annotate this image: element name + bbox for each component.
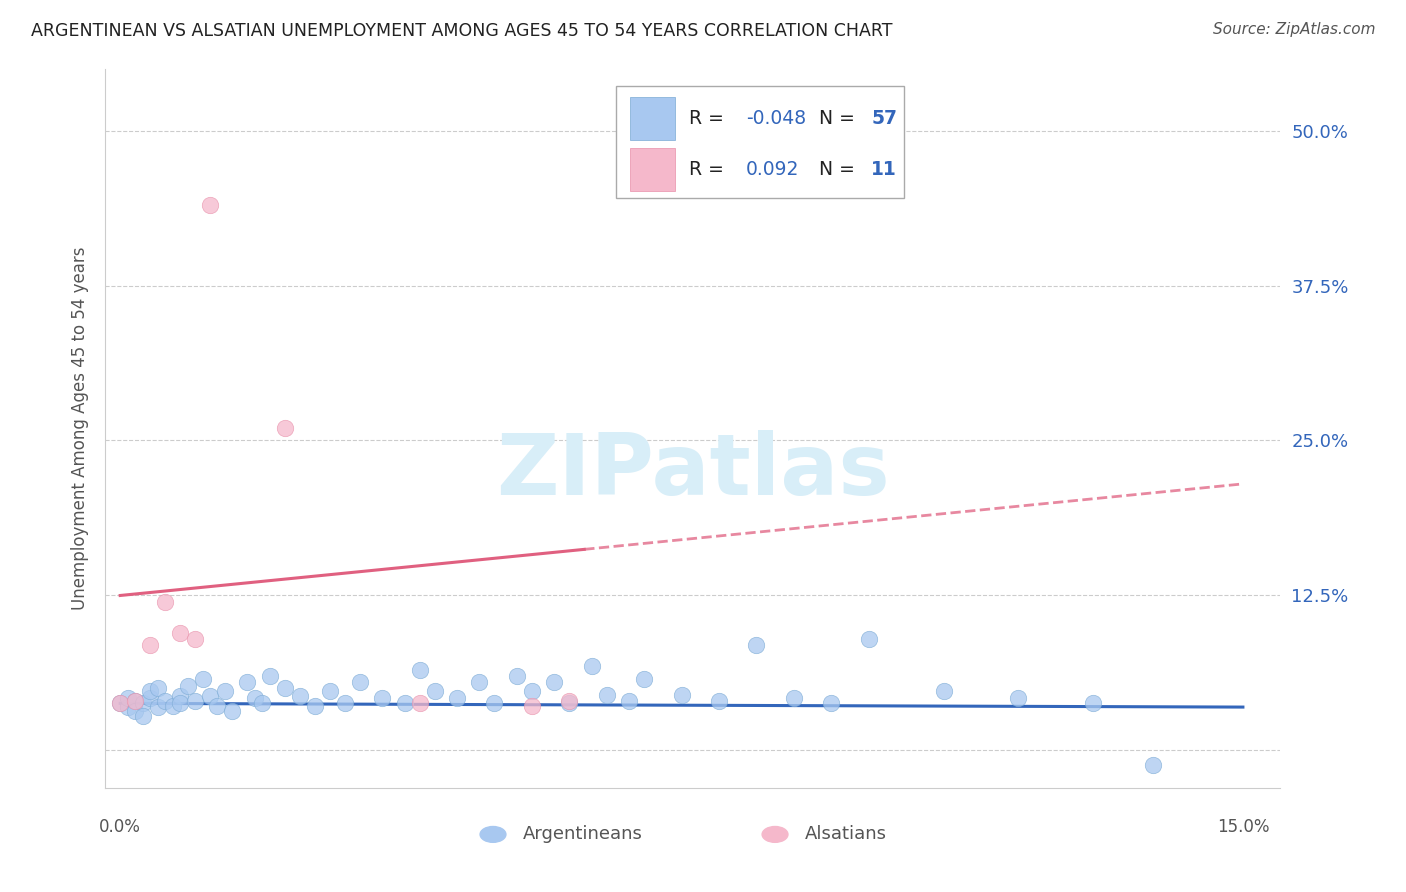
Point [139, 684, 162, 698]
Text: 15.0%: 15.0% [1216, 818, 1270, 836]
Point [153, 595, 176, 609]
Text: 57: 57 [872, 110, 897, 128]
Text: N =: N = [818, 110, 860, 128]
Point [124, 694, 146, 708]
Point [162, 698, 184, 713]
Point [1007, 691, 1029, 706]
Point [468, 675, 491, 690]
Text: 0.0%: 0.0% [100, 818, 141, 836]
Point [124, 704, 146, 718]
Point [139, 691, 162, 706]
Point [423, 684, 446, 698]
Point [543, 675, 565, 690]
Point [520, 698, 543, 713]
Point [446, 691, 468, 706]
Point [408, 663, 430, 677]
Point [108, 697, 131, 711]
Point [617, 694, 640, 708]
Point [124, 694, 146, 708]
Point [191, 672, 214, 686]
Y-axis label: Unemployment Among Ages 45 to 54 years: Unemployment Among Ages 45 to 54 years [72, 246, 89, 610]
Point [131, 697, 153, 711]
Point [596, 688, 619, 702]
Point [274, 421, 297, 435]
Point [207, 698, 229, 713]
Point [139, 638, 162, 652]
Point [304, 698, 326, 713]
Text: ARGENTINEAN VS ALSATIAN UNEMPLOYMENT AMONG AGES 45 TO 54 YEARS CORRELATION CHART: ARGENTINEAN VS ALSATIAN UNEMPLOYMENT AMO… [31, 22, 893, 40]
Text: Source: ZipAtlas.com: Source: ZipAtlas.com [1212, 22, 1375, 37]
Point [1142, 758, 1164, 772]
FancyBboxPatch shape [616, 87, 904, 198]
FancyBboxPatch shape [630, 148, 675, 191]
Point [558, 694, 581, 708]
Text: 0.092: 0.092 [745, 160, 799, 178]
Point [349, 675, 371, 690]
Point [176, 679, 198, 693]
Point [1083, 697, 1105, 711]
Text: Argentineans: Argentineans [523, 825, 643, 844]
Text: R =: R = [689, 160, 730, 178]
Point [274, 681, 297, 696]
Point [169, 625, 191, 640]
Point [932, 684, 955, 698]
Text: Alsatians: Alsatians [804, 825, 886, 844]
Point [243, 691, 266, 706]
Point [108, 697, 131, 711]
Point [184, 632, 207, 646]
Point [259, 669, 281, 683]
Point [333, 697, 356, 711]
Point [858, 632, 880, 646]
Text: R =: R = [689, 110, 730, 128]
Point [520, 684, 543, 698]
Point [169, 689, 191, 703]
Ellipse shape [762, 827, 787, 842]
Point [408, 697, 430, 711]
Point [394, 697, 416, 711]
Point [146, 700, 169, 714]
Point [783, 691, 806, 706]
Ellipse shape [479, 827, 506, 842]
Text: -0.048: -0.048 [745, 110, 806, 128]
Point [221, 704, 243, 718]
Point [153, 694, 176, 708]
Point [146, 681, 169, 696]
Point [558, 697, 581, 711]
Point [288, 689, 311, 703]
Point [581, 659, 603, 673]
Point [707, 694, 730, 708]
Point [198, 198, 221, 212]
Point [252, 697, 274, 711]
Point [117, 691, 139, 706]
Point [484, 697, 506, 711]
Point [671, 688, 693, 702]
Point [371, 691, 394, 706]
Point [745, 638, 768, 652]
Point [820, 697, 842, 711]
Point [633, 672, 655, 686]
Point [319, 684, 342, 698]
Point [184, 694, 207, 708]
Point [131, 708, 153, 723]
Point [169, 697, 191, 711]
Text: N =: N = [818, 160, 860, 178]
Point [117, 700, 139, 714]
Point [198, 689, 221, 703]
Point [236, 675, 259, 690]
Point [214, 684, 236, 698]
FancyBboxPatch shape [630, 97, 675, 140]
Text: ZIPatlas: ZIPatlas [496, 430, 890, 513]
Text: 11: 11 [872, 160, 897, 178]
Point [506, 669, 529, 683]
